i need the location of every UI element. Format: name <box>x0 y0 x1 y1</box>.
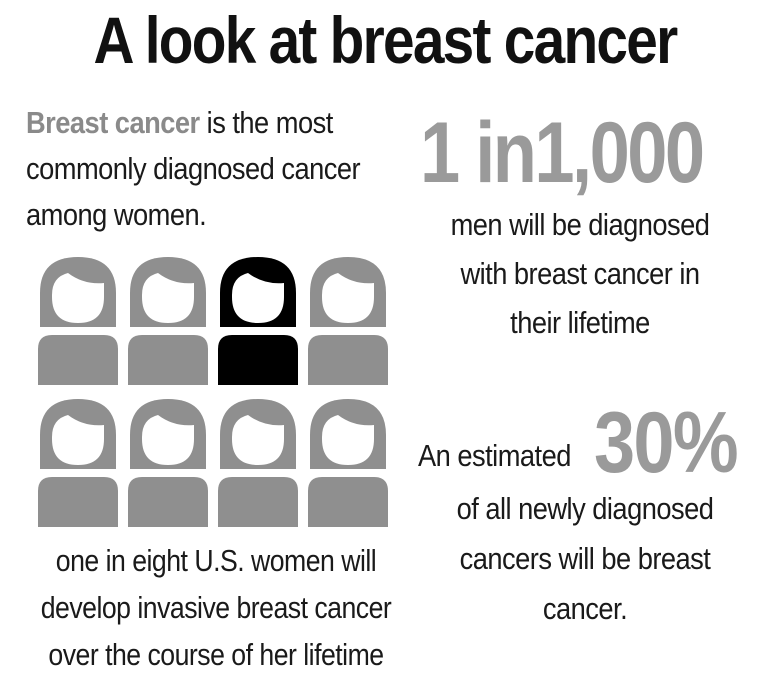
woman-figure-icon <box>308 255 388 385</box>
intro-highlight: Breast cancer <box>26 105 200 140</box>
woman-figure-icon <box>308 397 388 527</box>
share-stat-text: of all newly diagnosed cancers will be b… <box>456 491 714 626</box>
women-stat-text: one in eight U.S. women will develop inv… <box>40 543 392 672</box>
woman-figure-highlighted-icon <box>218 255 298 385</box>
men-stat-value: 1 in1,000 <box>420 105 705 201</box>
share-stat-value: 30% <box>594 395 739 491</box>
woman-figure-icon <box>218 397 298 527</box>
page-title: A look at breast cancer <box>93 3 679 77</box>
share-stat-lead: An estimated <box>418 438 571 473</box>
woman-figure-icon <box>38 397 118 527</box>
men-stat-text: men will be diagnosed with breast cancer… <box>450 207 710 340</box>
intro-rest: is the most commonly diagnosed cancer am… <box>26 105 361 232</box>
women-figure-grid <box>38 255 388 527</box>
intro-text: Breast cancer is the most commonly diagn… <box>26 100 361 238</box>
woman-figure-icon <box>128 255 208 385</box>
woman-figure-icon <box>38 255 118 385</box>
woman-figure-icon <box>128 397 208 527</box>
